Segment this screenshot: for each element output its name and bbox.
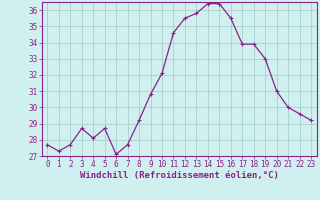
X-axis label: Windchill (Refroidissement éolien,°C): Windchill (Refroidissement éolien,°C) bbox=[80, 171, 279, 180]
